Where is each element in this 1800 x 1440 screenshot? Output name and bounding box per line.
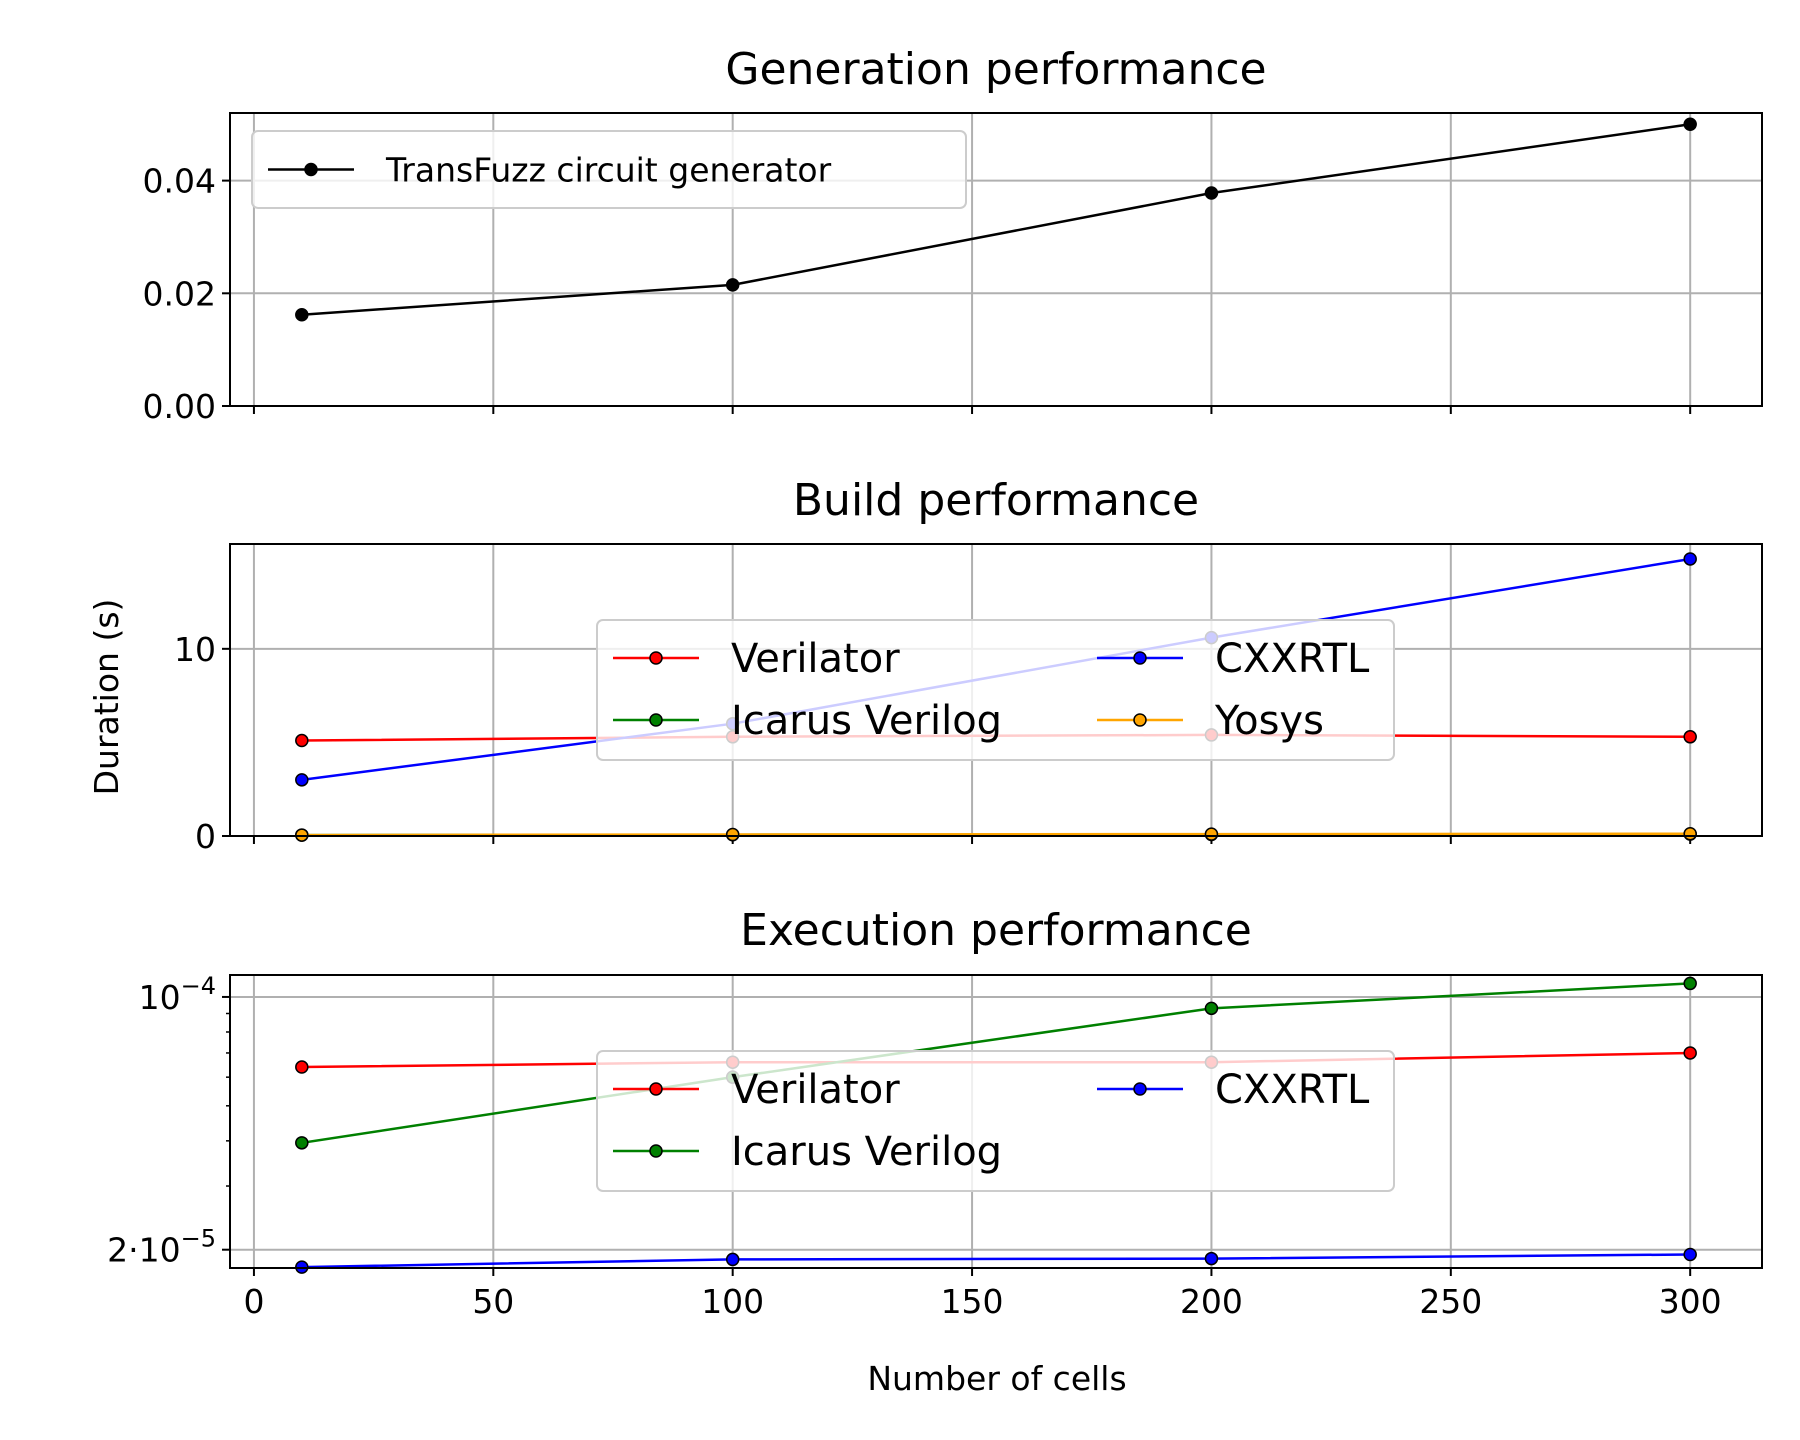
data-point <box>295 773 309 787</box>
legend-box <box>596 1050 1395 1192</box>
series-line <box>301 982 1691 1145</box>
legend-label: Verilator <box>731 1067 900 1113</box>
y-tick-label: 2·10−5 <box>107 1225 216 1270</box>
data-point <box>1683 1247 1697 1262</box>
subplot-title: Execution performance <box>740 905 1252 956</box>
series-line <box>301 832 1691 837</box>
data-point <box>1683 1046 1697 1060</box>
legend-marker <box>649 651 663 665</box>
data-point <box>295 307 309 322</box>
y-tick-label: 10−4 <box>139 972 216 1017</box>
data-point <box>725 1252 740 1267</box>
x-tick-label: 200 <box>1180 1282 1243 1321</box>
data-point <box>295 1136 309 1150</box>
legend: TransFuzz circuit generator <box>251 130 967 209</box>
legend-label: Verilator <box>731 636 900 682</box>
legend-label: Icarus Verilog <box>731 698 1002 744</box>
data-point <box>1683 117 1697 132</box>
x-axis-label: Number of cells <box>867 1359 1126 1398</box>
legend-marker <box>1133 1082 1147 1096</box>
data-point <box>1204 186 1219 200</box>
y-tick-label: 10 <box>174 630 216 669</box>
x-tick-label: 50 <box>472 1282 514 1321</box>
subplot-title: Generation performance <box>725 44 1266 95</box>
y-axis-label: Duration (s) <box>87 599 126 796</box>
legend-box <box>251 130 967 209</box>
subplot-3: Execution performance 0 50 100 150 200 250 300 2… <box>107 905 1763 1321</box>
subplot-1: Generation performance 0.00 0.02 0.04 TransF… <box>143 44 1763 426</box>
legend-marker <box>649 1144 663 1158</box>
legend-marker <box>304 162 318 177</box>
subplot-title: Build performance <box>793 475 1199 526</box>
legend-marker <box>1133 651 1147 665</box>
legend-marker <box>649 1082 663 1096</box>
legend: Verilator Icarus Verilog CXXRTL <box>596 1050 1395 1192</box>
legend-marker <box>649 713 663 727</box>
data-point <box>1204 827 1219 841</box>
data-point <box>1683 976 1697 991</box>
y-tick-label: 0.00 <box>143 387 216 426</box>
x-tick-label: 300 <box>1659 1282 1722 1321</box>
series-line <box>301 1253 1691 1269</box>
data-point <box>1683 827 1697 841</box>
data-point <box>1683 552 1697 566</box>
series-line <box>301 123 1691 316</box>
data-point <box>1683 730 1697 744</box>
legend-label: CXXRTL <box>1215 636 1370 682</box>
legend-label: Yosys <box>1214 698 1324 744</box>
axes-frame <box>229 974 1763 1269</box>
legend-marker <box>1133 713 1147 727</box>
data-point <box>725 278 740 292</box>
data-point <box>295 733 309 748</box>
legend-label: CXXRTL <box>1215 1067 1370 1113</box>
data-point <box>1204 1001 1219 1016</box>
y-tick-label: 0.02 <box>143 274 216 313</box>
x-tick-label: 100 <box>701 1282 764 1321</box>
legend-label: TransFuzz circuit generator <box>385 151 832 190</box>
legend: Verilator Icarus Verilog CXXRTL Yosys <box>596 619 1395 761</box>
x-tick-label: 150 <box>941 1282 1004 1321</box>
legend-box <box>596 619 1395 761</box>
axes-frame <box>229 112 1763 407</box>
y-tick-label: 0.04 <box>143 162 216 201</box>
data-point <box>725 827 740 842</box>
data-point <box>1204 1251 1219 1266</box>
y-tick-label: 0 <box>195 817 216 856</box>
subplot-2: Build performance 0 10 Verilator Icarus Veri… <box>174 475 1763 856</box>
x-tick-label: 250 <box>1419 1282 1482 1321</box>
axes-frame <box>229 543 1763 837</box>
data-point <box>295 1060 309 1074</box>
legend-label: Icarus Verilog <box>731 1129 1002 1175</box>
x-tick-label: 0 <box>243 1282 264 1321</box>
